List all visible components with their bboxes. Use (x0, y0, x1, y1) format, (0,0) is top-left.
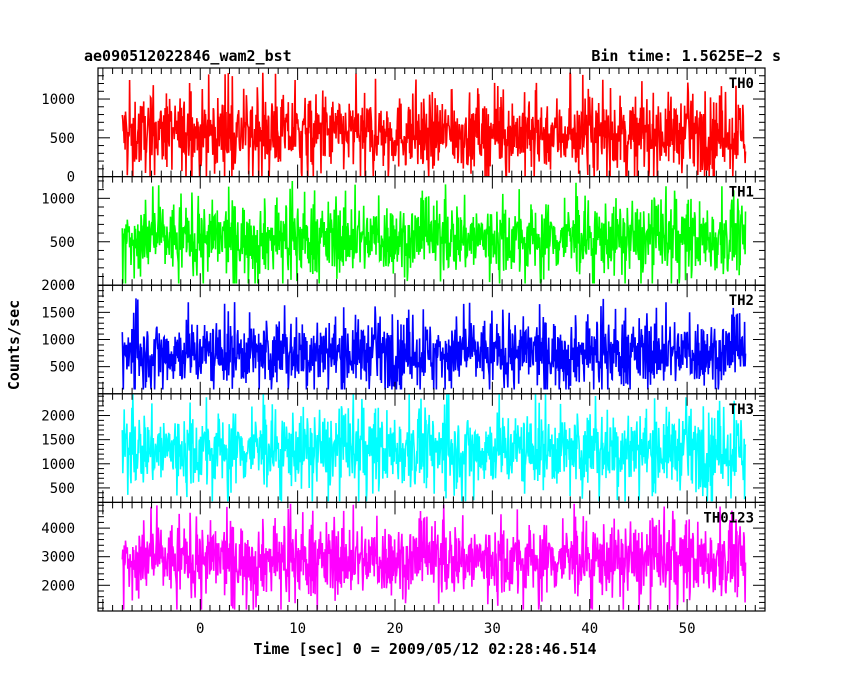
x-tick-label: 0 (196, 621, 204, 637)
x-tick-label: 40 (581, 621, 598, 637)
y-tick-label: 2000 (41, 578, 75, 594)
series-th3-trace (121, 393, 747, 502)
series-th2-trace (121, 298, 747, 390)
y-tick-label: 3000 (41, 550, 75, 566)
panel-th3: 500 1000 1500 2000 TH3 (41, 393, 766, 503)
y-tick-label: 0 (67, 278, 75, 294)
y-tick-label: 500 (50, 235, 75, 251)
y-tick-label: 1500 (41, 433, 75, 449)
x-tick-label: 30 (484, 621, 501, 637)
y-tick-label: 500 (50, 131, 75, 147)
chart-title-right: Bin time: 1.5625E−2 s (591, 47, 781, 65)
panel-th2: 500 1000 1500 2000 TH2 (41, 278, 766, 395)
y-tick-label: 500 (50, 360, 75, 376)
y-tick-label: 4000 (41, 521, 75, 537)
y-tick-label: 0 (67, 170, 75, 186)
panel-tag-th0: TH0 (729, 76, 754, 92)
panel-tag-th2: TH2 (729, 293, 754, 309)
x-tick-label: 20 (387, 621, 404, 637)
y-tick-label: 1000 (41, 457, 75, 473)
y-axis-label: Counts/sec (5, 300, 23, 390)
series-th0123-trace (121, 503, 747, 610)
y-tick-label: 2000 (41, 278, 75, 294)
panel-th0123: 2000 3000 4000 TH0123 (41, 501, 766, 612)
panel-th1: 0 500 1000 TH1 (41, 176, 766, 294)
x-axis-label: Time [sec] 0 = 2009/05/12 02:28:46.514 (253, 640, 596, 658)
y-tick-label: 2000 (41, 409, 75, 425)
y-tick-label: 1000 (41, 333, 75, 349)
y-tick-label: 1000 (41, 191, 75, 207)
panel-tag-th3: TH3 (729, 402, 754, 418)
chart-title-left: ae090512022846_wam2_bst (84, 47, 292, 65)
series-th0-trace (121, 72, 747, 178)
panel-th0: 0 500 1000 TH0 (41, 67, 766, 186)
y-tick-label: 1500 (41, 305, 75, 321)
x-tick-label: 10 (289, 621, 306, 637)
panel-tag-th0123: TH0123 (703, 510, 754, 526)
y-tick-label: 500 (50, 481, 75, 497)
y-tick-label: 1000 (41, 92, 75, 108)
panel-tag-th1: TH1 (729, 185, 754, 201)
x-tick-label: 50 (679, 621, 696, 637)
series-th1-trace (121, 180, 747, 284)
